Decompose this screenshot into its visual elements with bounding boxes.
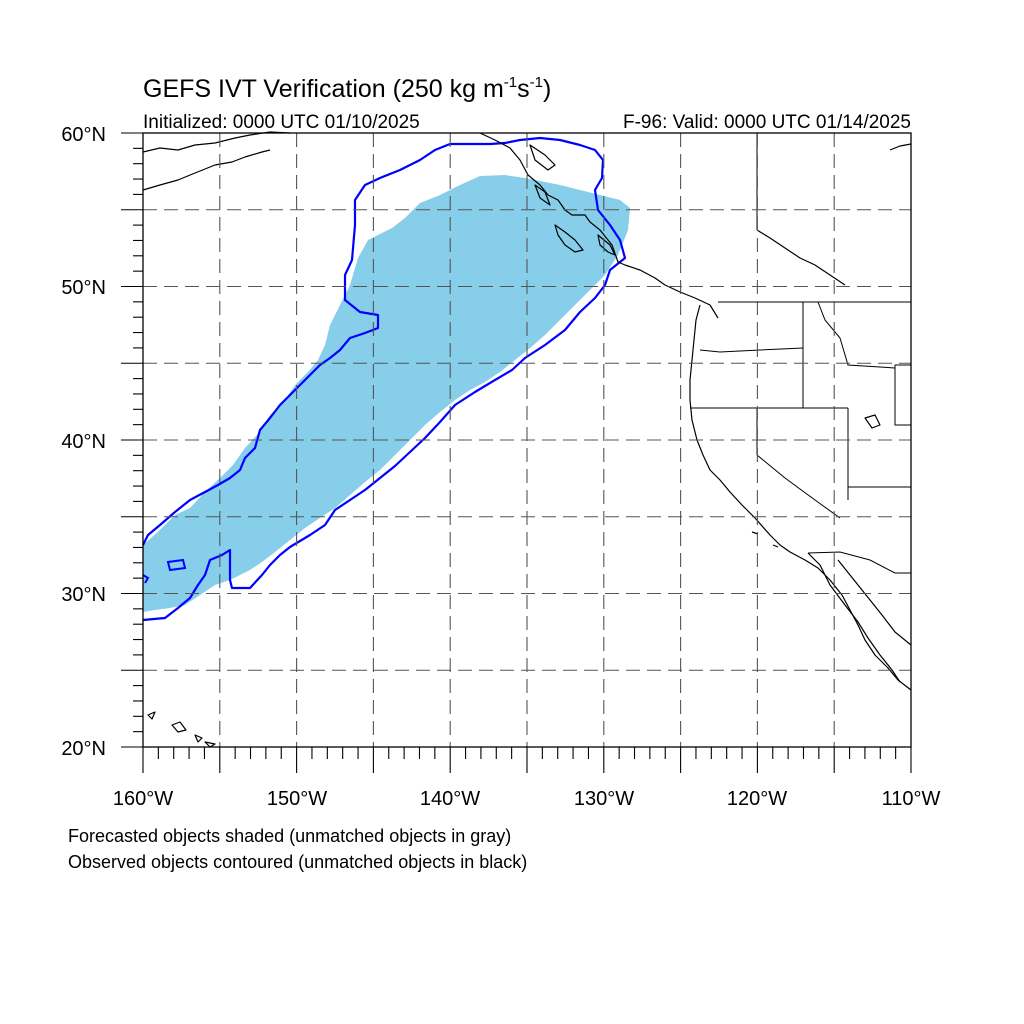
forecast-object-shaded (143, 175, 630, 612)
legend-observed-note: Observed objects contoured (unmatched ob… (68, 852, 527, 872)
lat-axis-labels: 20°N 30°N 40°N 50°N 60°N (61, 124, 106, 760)
observed-object-contour (142, 136, 627, 622)
init-time-label: Initialized: 0000 UTC 01/10/2025 (143, 112, 420, 133)
lon-label-110w: 110°W (882, 788, 941, 810)
legend-forecast-note: Forecasted objects shaded (unmatched obj… (68, 826, 511, 846)
lat-label-20: 20°N (61, 738, 106, 760)
lon-label-160w: 160°W (113, 788, 173, 810)
axis-ticks (121, 132, 912, 773)
lat-label-30: 30°N (61, 584, 106, 606)
valid-time-label: F-96: Valid: 0000 UTC 01/14/2025 (623, 112, 911, 133)
figure-title: GEFS IVT Verification (250 kg m-1s-1) (143, 74, 551, 103)
lat-label-40: 40°N (61, 431, 106, 453)
lat-label-60: 60°N (61, 124, 106, 146)
lon-label-150w: 150°W (267, 788, 327, 810)
lon-label-120w: 120°W (727, 788, 787, 810)
observed-object-contour-small (166, 558, 187, 572)
coastline-layer (142, 131, 912, 748)
lat-label-50: 50°N (61, 277, 106, 299)
lon-label-130w: 130°W (574, 788, 634, 810)
grid-lines (143, 133, 911, 747)
lon-axis-labels: 160°W 150°W 140°W 130°W 120°W 110°W (113, 788, 941, 810)
observed-object-contour-edge (142, 574, 150, 584)
lon-label-140w: 140°W (420, 788, 480, 810)
political-borders (690, 133, 911, 574)
